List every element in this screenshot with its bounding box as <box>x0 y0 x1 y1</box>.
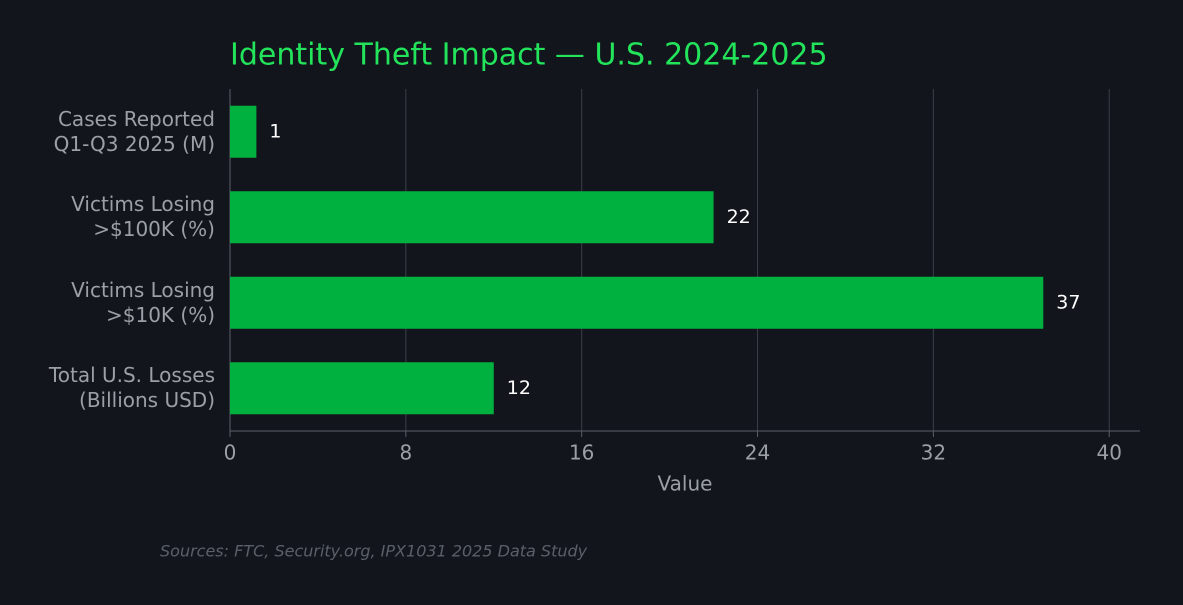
y-tick-label: Victims Losing >$100K (%) <box>71 192 215 242</box>
x-tick-label: 16 <box>569 441 594 465</box>
source-note: Sources: FTC, Security.org, IPX1031 2025… <box>160 542 588 561</box>
y-tick-label: Cases Reported Q1-Q3 2025 (M) <box>53 106 215 156</box>
bar <box>230 105 257 158</box>
bar <box>230 362 494 415</box>
x-tick-label: 40 <box>1097 441 1122 465</box>
x-tick-label: 32 <box>921 441 946 465</box>
bar <box>230 276 1044 329</box>
value-label: 22 <box>727 206 751 228</box>
value-label: 12 <box>507 377 531 399</box>
y-tick-label: Total U.S. Losses (Billions USD) <box>48 363 215 413</box>
value-label: 1 <box>269 120 281 142</box>
x-axis-label: Value <box>658 472 713 496</box>
x-tick-label: 0 <box>224 441 237 465</box>
y-tick-label: Victims Losing >$10K (%) <box>71 277 215 327</box>
value-label: 37 <box>1056 291 1080 313</box>
x-tick-label: 8 <box>399 441 412 465</box>
x-tick-label: 24 <box>745 441 770 465</box>
chart-title: Identity Theft Impact — U.S. 2024-2025 <box>230 38 828 73</box>
bar <box>230 191 714 244</box>
